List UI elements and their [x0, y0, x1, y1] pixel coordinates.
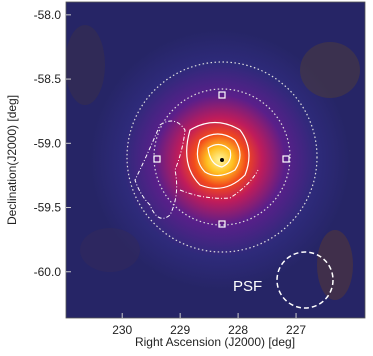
- y-tick-label: -58.0: [34, 8, 62, 22]
- y-axis-label: Declination(J2000) [deg]: [5, 95, 19, 225]
- y-tick-label: -60.0: [34, 265, 62, 279]
- annotation: PSF: [233, 278, 262, 295]
- x-tick-label: 229: [170, 323, 190, 337]
- x-axis-label: Right Ascension (J2000) [deg]: [135, 335, 295, 349]
- sky-map: [65, 2, 365, 318]
- x-tick-label: 230: [112, 323, 132, 337]
- y-tick-label: -59.0: [34, 136, 62, 150]
- y-tick-label: -58.5: [34, 72, 62, 86]
- chart: PSF Right Ascension (J2000) [deg] Declin…: [0, 0, 373, 356]
- x-tick-label: 228: [228, 323, 248, 337]
- y-tick-label: -59.5: [34, 201, 62, 215]
- x-tick-label: 227: [286, 323, 306, 337]
